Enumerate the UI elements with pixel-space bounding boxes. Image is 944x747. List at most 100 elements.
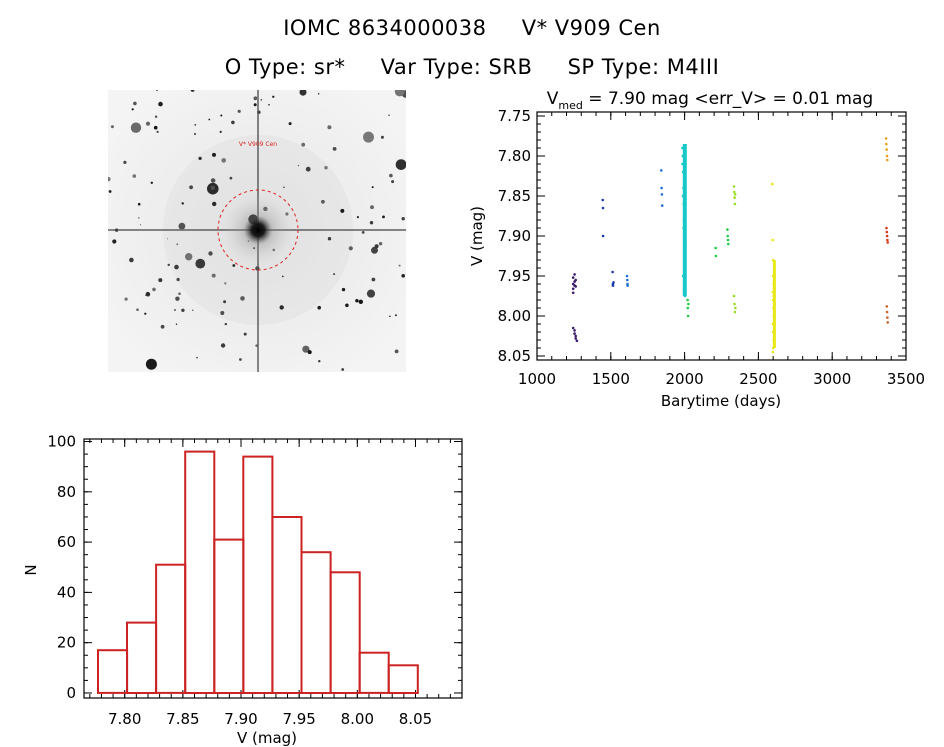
sky-star — [210, 185, 215, 190]
sky-star — [133, 101, 137, 106]
lc-point — [660, 204, 664, 207]
sky-star — [348, 246, 353, 251]
sky-star — [380, 135, 384, 139]
lc-point — [771, 350, 775, 354]
sky-star — [305, 166, 311, 172]
hist-bar — [329, 571, 361, 694]
hist-y-tick-label: 0 — [66, 684, 76, 702]
sky-star — [268, 103, 270, 106]
lc-point — [681, 170, 685, 174]
sky-star — [355, 299, 359, 303]
lc-point — [573, 332, 576, 335]
lc-point — [726, 228, 729, 231]
hist-bar — [300, 551, 332, 695]
lc-point — [686, 306, 690, 310]
sky-star — [221, 158, 226, 163]
sky-star — [260, 99, 263, 101]
lc-x-tick-label: 1500 — [592, 370, 630, 388]
sky-star — [181, 202, 184, 205]
sky-star — [132, 174, 137, 178]
lc-point — [885, 154, 889, 158]
sky-star — [144, 312, 147, 315]
hist-bar — [184, 450, 216, 694]
sky-star — [174, 264, 179, 270]
lc-point — [885, 226, 888, 230]
sky-star — [341, 368, 345, 371]
lc-point — [626, 282, 629, 286]
sky-star — [152, 287, 156, 292]
lc-point — [660, 169, 663, 172]
target-label: V* V909 Cen — [239, 141, 277, 148]
sky-star — [341, 287, 346, 292]
sky-star — [302, 345, 310, 353]
lc-point — [612, 281, 615, 284]
lc-point — [611, 282, 615, 286]
sky-star — [208, 118, 211, 121]
lc-point — [571, 276, 575, 279]
lc-point — [684, 242, 687, 246]
sky-star — [178, 292, 181, 295]
sky-star — [196, 356, 198, 359]
object-type: O Type: sr* — [224, 55, 346, 79]
sky-star — [345, 303, 349, 308]
sky-star — [279, 305, 284, 310]
sky-star — [237, 109, 241, 113]
lc-x-tick-label: 1000 — [518, 370, 556, 388]
lc-point — [771, 182, 774, 186]
chart-title-line-1: IOMC 8634000038 V* V909 Cen — [0, 16, 944, 40]
lc-point — [727, 242, 730, 246]
sky-star — [366, 289, 376, 298]
lc-x-tick-label: 2500 — [739, 370, 777, 388]
sky-field-stars — [108, 90, 406, 371]
lc-point — [726, 234, 729, 238]
lc-point — [683, 282, 687, 286]
lc-point — [771, 290, 775, 294]
lc-point — [660, 186, 663, 190]
sky-star — [299, 90, 307, 96]
sky-star — [150, 181, 153, 184]
lc-point — [885, 230, 889, 234]
lc-point — [732, 185, 736, 188]
sky-star — [124, 297, 128, 301]
hist-y-tick-label: 80 — [57, 483, 76, 501]
sky-star — [175, 323, 178, 325]
lc-point — [571, 326, 575, 330]
lc-title: Vmed = 7.90 mag <err_V> = 0.01 mag — [547, 89, 873, 112]
hist-y-axis-label: N — [22, 564, 40, 575]
sky-star — [194, 124, 197, 126]
lc-point — [885, 305, 889, 308]
sky-star — [394, 349, 399, 354]
sky-star — [136, 308, 139, 311]
sky-star — [395, 159, 406, 170]
sky-star — [158, 101, 163, 107]
hist-plot-frame — [83, 438, 463, 699]
lc-point — [682, 226, 685, 230]
sky-star — [153, 125, 158, 130]
sky-star — [401, 274, 406, 278]
lc-point — [714, 246, 717, 250]
lc-point — [574, 334, 577, 338]
sky-star — [211, 273, 216, 278]
lc-point — [772, 338, 775, 342]
sky-star — [394, 314, 397, 317]
lc-point — [885, 142, 888, 146]
lc-point — [686, 314, 690, 318]
sky-star — [145, 121, 151, 126]
lc-x-axis-label: Barytime (days) — [661, 392, 781, 410]
lc-point — [885, 148, 888, 151]
sky-star — [129, 257, 134, 263]
lc-point — [660, 193, 664, 196]
star-name: V* V909 Cen — [521, 16, 661, 40]
sky-star — [154, 115, 158, 118]
hist-y-tick-label: 20 — [57, 634, 76, 652]
lc-point — [772, 274, 775, 278]
sky-star — [272, 95, 275, 98]
lc-point — [682, 186, 685, 190]
sky-star — [185, 253, 193, 261]
sky-star — [210, 178, 216, 183]
sky-star — [240, 296, 245, 301]
lc-point — [573, 280, 576, 283]
lc-point — [733, 190, 736, 194]
lc-axes: 1000 1500 2000 2500 3000 3500 7.75 7.80 7.85 7.90… — [498, 107, 926, 388]
hist-x-tick-label: 7.80 — [108, 710, 141, 728]
